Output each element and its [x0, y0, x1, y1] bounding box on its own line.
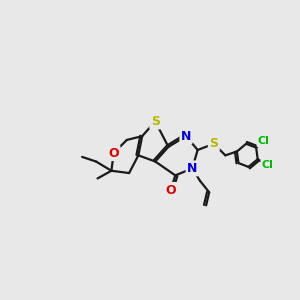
Text: S: S — [209, 137, 218, 150]
Text: S: S — [151, 115, 160, 128]
Text: Cl: Cl — [262, 160, 274, 170]
Text: O: O — [165, 184, 176, 196]
Text: Cl: Cl — [258, 136, 270, 146]
Text: N: N — [187, 162, 197, 175]
Text: O: O — [108, 146, 119, 160]
Text: N: N — [181, 130, 191, 142]
